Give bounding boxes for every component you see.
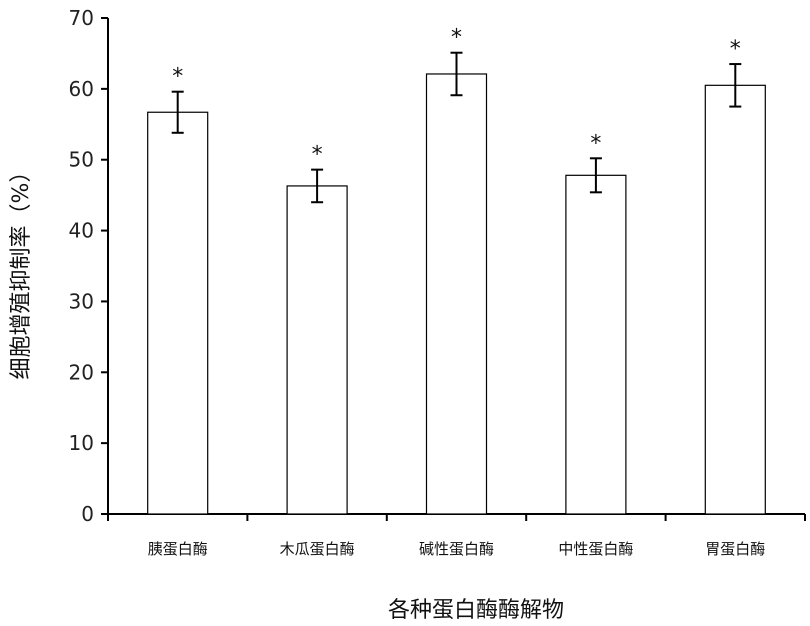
- x-axis: [108, 514, 805, 521]
- bar: [287, 186, 347, 514]
- y-tick-label: 70: [69, 6, 94, 30]
- category-label: 碱性蛋白酶: [419, 540, 494, 558]
- category-labels: 胰蛋白酶 木瓜蛋白酶 碱性蛋白酶 中性蛋白酶 胃蛋白酶: [148, 540, 766, 558]
- y-tick-label: 50: [69, 148, 94, 172]
- category-label: 木瓜蛋白酶: [280, 540, 355, 558]
- category-label: 胃蛋白酶: [705, 540, 765, 558]
- x-axis-title: 各种蛋白酶酶解物: [388, 598, 564, 623]
- category-label: 中性蛋白酶: [558, 540, 633, 558]
- y-tick-label: 40: [69, 219, 94, 243]
- y-tick-label: 20: [69, 360, 94, 384]
- significance-marker: *: [451, 26, 462, 51]
- significance-marker: *: [590, 131, 601, 156]
- bar: [705, 85, 765, 514]
- bar: [148, 112, 208, 514]
- y-tick-label: 10: [69, 431, 94, 455]
- y-tick-label: 0: [81, 502, 94, 526]
- y-axis-title: 细胞增殖抑制率（%）: [9, 161, 34, 380]
- category-label: 胰蛋白酶: [148, 540, 208, 558]
- significance-marker: *: [312, 143, 323, 168]
- significance-marker: *: [172, 65, 183, 90]
- bar: [566, 175, 626, 514]
- y-tick-label: 60: [69, 77, 94, 101]
- y-axis-ticks: 0 10 20 30 40 50 60 70: [69, 6, 108, 526]
- significance-marker: *: [730, 37, 741, 62]
- y-tick-label: 30: [69, 289, 94, 313]
- bar: [427, 74, 487, 514]
- bars: * * * * *: [148, 26, 766, 514]
